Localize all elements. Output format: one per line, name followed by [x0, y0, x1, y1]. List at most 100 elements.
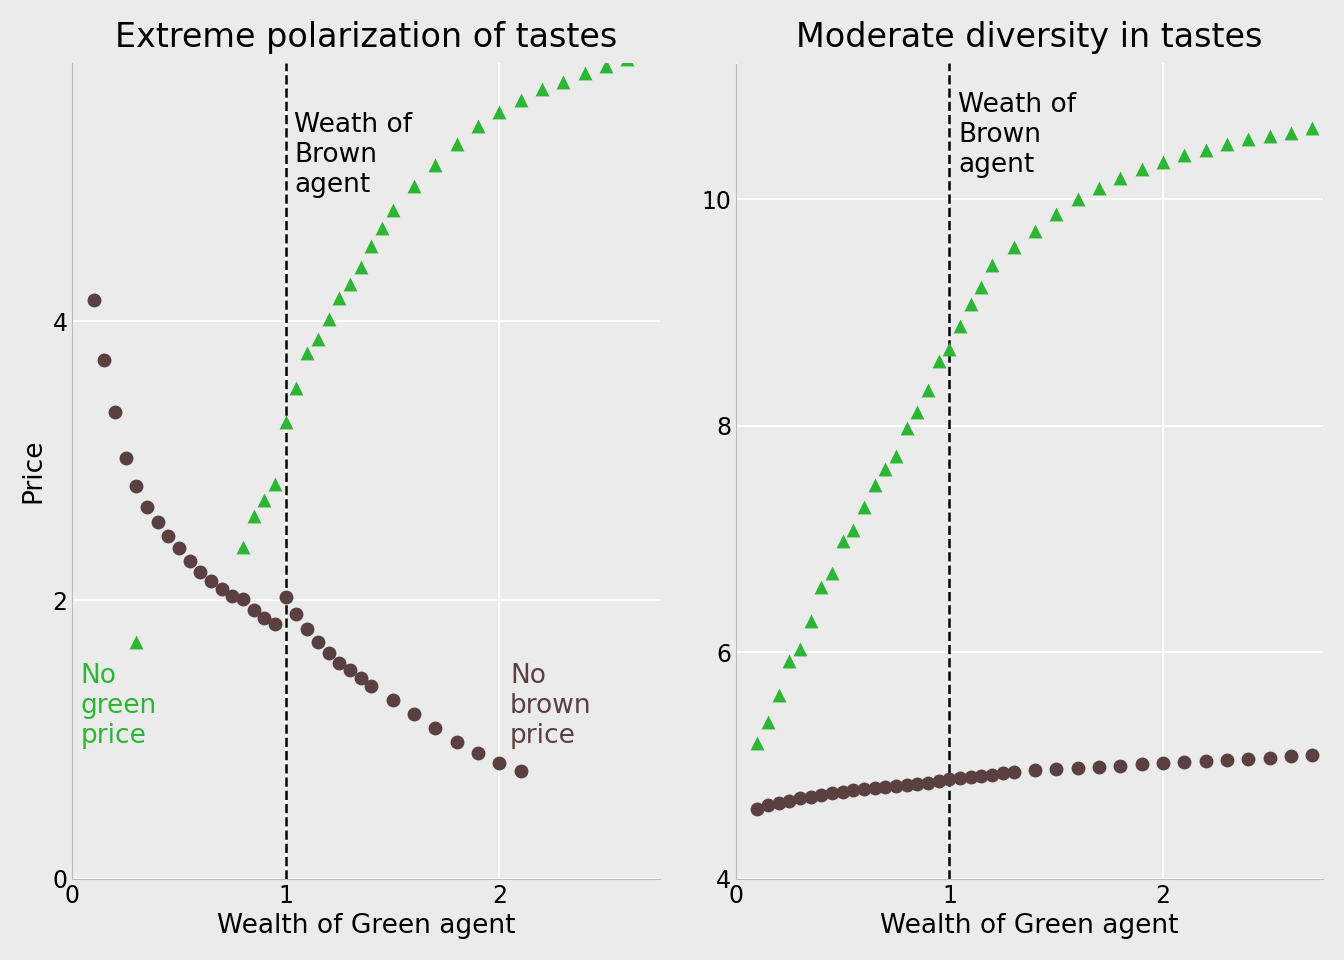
Point	[832, 784, 853, 800]
Point	[382, 203, 403, 218]
Point	[328, 290, 349, 305]
Point	[136, 499, 157, 515]
Point	[1281, 749, 1302, 764]
Point	[960, 296, 981, 311]
Point	[339, 276, 360, 292]
Point	[468, 746, 489, 761]
Point	[938, 772, 960, 787]
Point	[1110, 170, 1132, 185]
Point	[875, 461, 896, 476]
Point	[276, 589, 297, 605]
Point	[157, 528, 179, 543]
Point	[1024, 224, 1046, 239]
Point	[328, 655, 349, 670]
Point	[1259, 129, 1281, 144]
Point	[1152, 155, 1173, 170]
Point	[810, 579, 832, 594]
Point	[800, 612, 821, 628]
Point	[981, 257, 1003, 273]
Point	[425, 721, 446, 736]
Point	[190, 564, 211, 580]
Point	[810, 787, 832, 803]
Point	[1003, 239, 1024, 254]
Point	[1302, 748, 1324, 763]
Text: No
brown
price: No brown price	[509, 662, 591, 749]
Point	[949, 770, 970, 785]
Point	[1259, 750, 1281, 765]
Point	[200, 573, 222, 588]
Point	[125, 478, 146, 493]
Point	[960, 769, 981, 784]
Point	[1046, 206, 1067, 222]
Point	[1130, 756, 1152, 772]
Point	[349, 259, 371, 275]
Point	[927, 353, 949, 369]
Point	[168, 540, 190, 556]
Point	[886, 779, 907, 794]
X-axis label: Wealth of Green agent: Wealth of Green agent	[216, 913, 515, 939]
Point	[1216, 753, 1238, 768]
Point	[468, 118, 489, 133]
Point	[907, 776, 929, 791]
Point	[638, 46, 660, 61]
Point	[617, 52, 638, 67]
Point	[306, 332, 328, 348]
Point	[981, 767, 1003, 782]
Point	[425, 157, 446, 173]
Point	[276, 414, 297, 429]
Title: Extreme polarization of tastes: Extreme polarization of tastes	[114, 21, 617, 54]
Point	[233, 591, 254, 607]
Point	[746, 801, 767, 816]
Text: Weath of
Brown
agent: Weath of Brown agent	[294, 112, 413, 199]
Point	[286, 607, 308, 622]
Point	[349, 670, 371, 685]
Point	[864, 477, 886, 492]
Point	[875, 780, 896, 795]
X-axis label: Wealth of Green agent: Wealth of Green agent	[880, 913, 1179, 939]
Point	[317, 645, 339, 660]
Point	[949, 319, 970, 334]
Point	[595, 59, 617, 74]
Text: No
green
price: No green price	[81, 662, 157, 749]
Point	[125, 635, 146, 650]
Point	[243, 602, 265, 617]
Point	[767, 687, 789, 703]
Point	[789, 791, 810, 806]
Point	[233, 540, 254, 555]
Point	[265, 616, 286, 632]
Point	[531, 81, 552, 96]
Point	[853, 499, 875, 515]
Point	[1089, 759, 1110, 775]
Point	[789, 641, 810, 657]
Point	[446, 734, 468, 750]
Point	[552, 74, 574, 89]
Point	[896, 420, 918, 436]
Point	[179, 553, 200, 568]
Point	[489, 105, 511, 120]
Point	[821, 565, 843, 581]
Point	[843, 522, 864, 538]
Point	[371, 220, 392, 235]
Point	[778, 654, 800, 669]
Point	[446, 136, 468, 152]
Point	[265, 477, 286, 492]
Point	[778, 793, 800, 808]
Point	[146, 515, 168, 530]
Point	[907, 404, 929, 420]
Point	[114, 450, 136, 466]
Point	[864, 780, 886, 796]
Point	[1089, 180, 1110, 196]
Point	[843, 782, 864, 798]
Point	[746, 735, 767, 751]
Point	[306, 635, 328, 650]
Point	[918, 775, 939, 790]
Point	[938, 341, 960, 356]
Point	[1173, 755, 1195, 770]
Point	[896, 777, 918, 792]
Point	[886, 448, 907, 464]
Point	[360, 679, 382, 694]
Point	[927, 774, 949, 789]
Point	[821, 785, 843, 801]
Point	[1067, 192, 1089, 207]
Point	[403, 707, 425, 722]
